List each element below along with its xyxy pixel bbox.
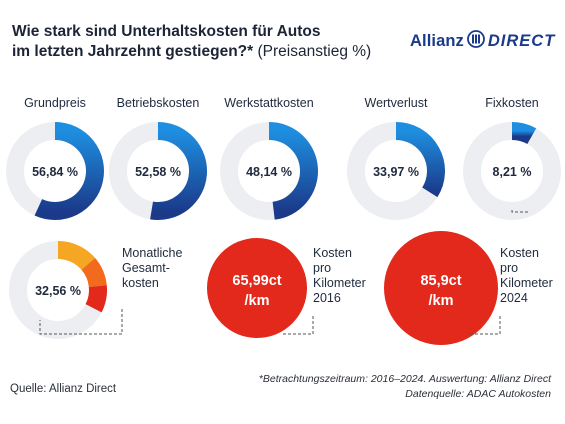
title-line-1: Wie stark sind Unterhaltskosten für Auto… — [12, 23, 321, 40]
logo-text: Allianz — [410, 32, 464, 50]
donut-value-arc-5 — [511, 122, 537, 145]
donut-value-label-4: 33,97 % — [373, 165, 419, 179]
total-donut-arc-3 — [85, 285, 107, 313]
total-label-line-2: Gesamt- — [122, 261, 170, 275]
per-km-leader-line-1 — [283, 316, 314, 335]
total-donut-arc-1 — [57, 241, 96, 271]
chart-title: Wie stark sind Unterhaltskosten für Auto… — [12, 22, 392, 62]
allianz-eagle-icon — [466, 30, 485, 53]
footnote-data-source: Datenquelle: ADAC Autokosten — [405, 388, 551, 400]
total-value-label: 32,56 % — [35, 284, 81, 298]
donut-value-label-5: 8,21 % — [493, 165, 532, 179]
logo-text-direct: DIRECT — [487, 32, 556, 50]
source-note: Quelle: Allianz Direct — [10, 383, 117, 395]
per-km-circle-1 — [207, 238, 307, 338]
per-km-label-line-1-1: Kosten — [313, 246, 352, 260]
donut-value-label-1: 56,84 % — [32, 165, 78, 179]
donut-value-arc-4 — [395, 122, 445, 198]
per-km-leader-line-2 — [470, 316, 501, 335]
total-donut-arc-2 — [81, 258, 107, 288]
total-label-line-1: Monatliche — [122, 246, 182, 260]
total-leader-line — [39, 309, 123, 335]
per-km-value-line-2-2: /km — [429, 293, 454, 309]
donut-label-5: Fixkosten — [485, 96, 539, 110]
donut-value-arc-1 — [34, 122, 104, 220]
per-km-circle-2 — [384, 231, 498, 345]
footnote: *Betrachtungszeitraum: 2016–2024. Auswer… — [259, 372, 551, 402]
donut-value-label-3: 48,14 % — [246, 165, 292, 179]
footnote-period: *Betrachtungszeitraum: 2016–2024. Auswer… — [258, 373, 551, 385]
top-leader-line — [511, 210, 530, 213]
donut-label-3: Werkstattkosten — [224, 96, 313, 110]
allianz-direct-logo: Allianz DIRECT — [410, 30, 555, 53]
per-km-value-line-1-2: /km — [245, 293, 270, 309]
donut-value-label-2: 52,58 % — [135, 165, 181, 179]
total-label-line-3: kosten — [122, 276, 159, 290]
per-km-value-line-1-1: 65,99ct — [232, 273, 281, 289]
title-line-2: im letzten Jahrzehnt gestiegen?* — [12, 43, 254, 60]
per-km-label-line-1-4: 2016 — [313, 291, 341, 305]
donut-value-arc-3 — [268, 122, 318, 220]
donut-label-4: Wertverlust — [365, 96, 429, 110]
per-km-label-line-1-2: pro — [313, 261, 331, 275]
donut-value-arc-2 — [150, 122, 207, 220]
per-km-value-line-2-1: 85,9ct — [420, 273, 461, 289]
per-km-label-line-2-3: Kilometer — [500, 276, 553, 290]
per-km-label-line-1-3: Kilometer — [313, 276, 366, 290]
per-km-label-line-2-4: 2024 — [500, 291, 528, 305]
donut-label-1: Grundpreis — [24, 96, 86, 110]
donut-label-2: Betriebskosten — [117, 96, 200, 110]
per-km-label-line-2-2: pro — [500, 261, 518, 275]
per-km-label-line-2-1: Kosten — [500, 246, 539, 260]
title-suffix: (Preisanstieg %) — [253, 43, 372, 60]
